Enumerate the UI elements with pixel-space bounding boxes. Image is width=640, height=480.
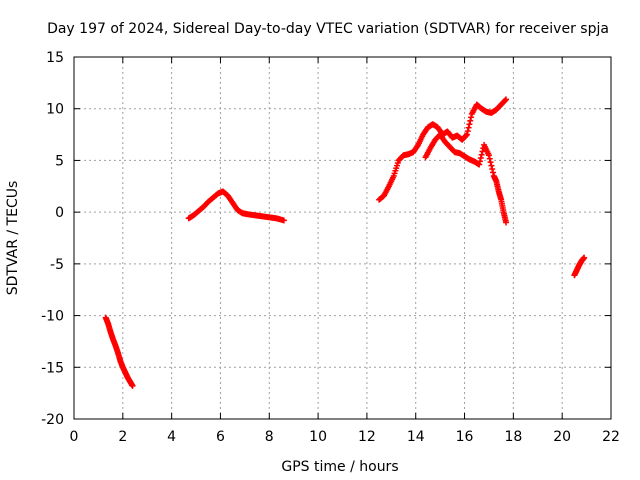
x-tick-label: 16 xyxy=(456,429,474,445)
grid xyxy=(74,57,611,419)
y-tick-label: 0 xyxy=(55,205,64,221)
x-tick-label: 8 xyxy=(265,429,274,445)
x-tick-label: 2 xyxy=(118,429,127,445)
data-point xyxy=(486,155,493,162)
data-point xyxy=(477,158,484,165)
data-point xyxy=(463,132,470,139)
data-point xyxy=(485,152,492,159)
data-point xyxy=(467,117,474,124)
y-tick-label: -10 xyxy=(41,309,64,325)
data-point xyxy=(478,151,485,158)
data-point xyxy=(487,159,494,166)
y-tick-label: -20 xyxy=(41,412,64,428)
data-point xyxy=(489,166,496,173)
y-tick-label: -5 xyxy=(50,257,64,273)
x-tick-label: 18 xyxy=(504,429,522,445)
data-point xyxy=(468,114,475,121)
x-tick-label: 10 xyxy=(309,429,327,445)
data-point xyxy=(490,169,497,176)
data-point xyxy=(280,217,287,224)
plot-frame xyxy=(73,56,612,420)
y-tick-label: 5 xyxy=(55,153,64,169)
data-point xyxy=(464,128,471,135)
data-point xyxy=(488,162,495,169)
data-point xyxy=(503,219,510,226)
x-tick-label: 22 xyxy=(602,429,620,445)
data-point xyxy=(502,97,509,104)
y-tick-label: -15 xyxy=(41,360,64,376)
x-tick-label: 0 xyxy=(70,429,79,445)
data-point xyxy=(503,96,510,103)
axis-ticks: 0 2 4 6 8 10 12 14 16 18 20 22 -20 -15 -10 -5 0 5 10 15 xyxy=(41,50,620,445)
data-point xyxy=(463,131,470,138)
data-point xyxy=(477,155,484,162)
data-point xyxy=(465,124,472,131)
y-axis-label: SDTVAR / TECUs xyxy=(5,181,21,296)
chart-title: Day 197 of 2024, Sidereal Day-to-day VTE… xyxy=(47,21,609,37)
data-point xyxy=(466,121,473,128)
data-point xyxy=(129,382,136,389)
x-tick-label: 4 xyxy=(167,429,176,445)
x-tick-label: 14 xyxy=(407,429,425,445)
x-tick-label: 12 xyxy=(358,429,376,445)
data-point xyxy=(476,161,483,168)
y-tick-label: 10 xyxy=(46,102,64,118)
data-point xyxy=(581,254,588,261)
x-tick-label: 6 xyxy=(216,429,225,445)
y-tick-label: 15 xyxy=(46,50,64,66)
x-axis-label: GPS time / hours xyxy=(281,459,398,475)
x-tick-label: 20 xyxy=(553,429,571,445)
data-points xyxy=(102,96,588,389)
